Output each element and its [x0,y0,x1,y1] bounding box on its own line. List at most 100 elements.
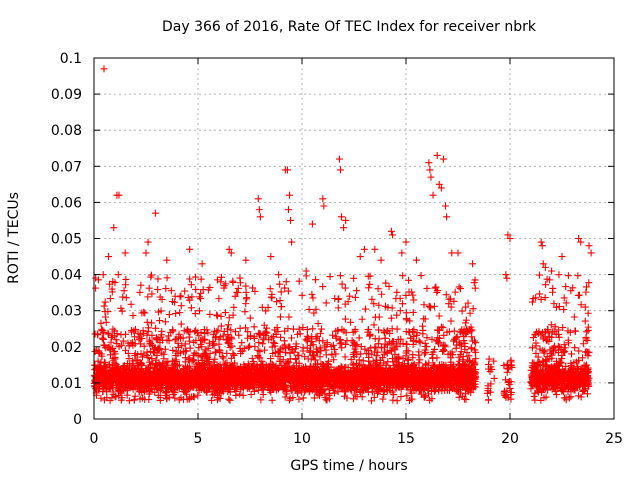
data-point [351,340,359,348]
data-point [236,390,244,398]
data-point [138,353,146,361]
data-point [559,324,567,332]
data-point [442,291,450,299]
data-point [370,393,378,401]
data-point [374,340,382,348]
data-point [285,313,293,321]
data-point [242,288,250,296]
data-point [376,356,384,364]
data-point [176,375,184,383]
data-point [177,320,185,328]
data-point [161,318,169,326]
data-point [190,338,198,346]
data-point [456,285,464,293]
data-point [462,362,470,370]
data-point [162,388,170,396]
data-point [406,397,414,405]
data-point [114,391,122,399]
data-point [295,325,303,333]
data-point [170,366,178,374]
data-point [126,370,134,378]
data-point [244,366,252,374]
data-point [148,355,156,363]
data-point [177,349,185,357]
data-point [366,332,374,340]
data-point [241,377,249,385]
data-point [553,391,561,399]
data-point [171,298,179,306]
data-point [221,370,229,378]
data-point [174,339,182,347]
data-point [319,387,327,395]
data-point [143,331,151,339]
data-point [167,287,175,295]
data-point [396,340,404,348]
data-point [310,394,318,402]
data-point [169,346,177,354]
data-point [377,344,385,352]
data-point [362,305,370,313]
data-point [260,334,268,342]
data-point [314,390,322,398]
data-point [291,370,299,378]
data-point [215,340,223,348]
data-point [286,394,294,402]
data-point [374,385,382,393]
data-point [470,279,478,287]
data-point [417,382,425,390]
data-point [186,296,194,304]
data-point [186,344,194,352]
data-point [419,365,427,373]
data-point [94,357,102,365]
data-point [323,373,331,381]
data-point [338,364,346,372]
data-point [177,394,185,402]
data-point [163,336,171,344]
data-point [156,317,164,325]
data-point [450,362,458,370]
data-point [181,354,189,362]
data-point [171,336,179,344]
data-point [409,337,417,345]
data-point [100,302,108,310]
data-point [378,365,386,373]
data-point [258,371,266,379]
data-point [158,295,166,303]
data-point [441,343,449,351]
data-point [239,391,247,399]
data-point [241,308,249,316]
data-point [251,378,259,386]
data-point [97,358,105,366]
data-point [268,343,276,351]
data-point [423,284,431,292]
data-point [370,300,378,308]
data-point [106,295,114,303]
data-point [346,292,354,300]
data-point [109,344,117,352]
data-point [446,369,454,377]
data-point [296,384,304,392]
data-point [213,311,221,319]
data-point [428,395,436,403]
data-point [99,271,107,279]
data-point [194,368,202,376]
data-point [266,285,274,293]
data-point [194,391,202,399]
data-point [445,381,453,389]
data-point [312,376,320,384]
data-point [316,380,324,388]
data-point [313,348,321,356]
data-point [368,295,376,303]
data-point [217,273,225,281]
data-point [233,288,241,296]
data-point [172,335,180,343]
data-point [429,376,437,384]
data-point [467,327,475,335]
data-point [161,345,169,353]
data-point [97,319,105,327]
data-point [144,293,152,301]
data-point [409,351,417,359]
data-point [338,325,346,333]
data-point [193,361,201,369]
data-point [402,383,410,391]
